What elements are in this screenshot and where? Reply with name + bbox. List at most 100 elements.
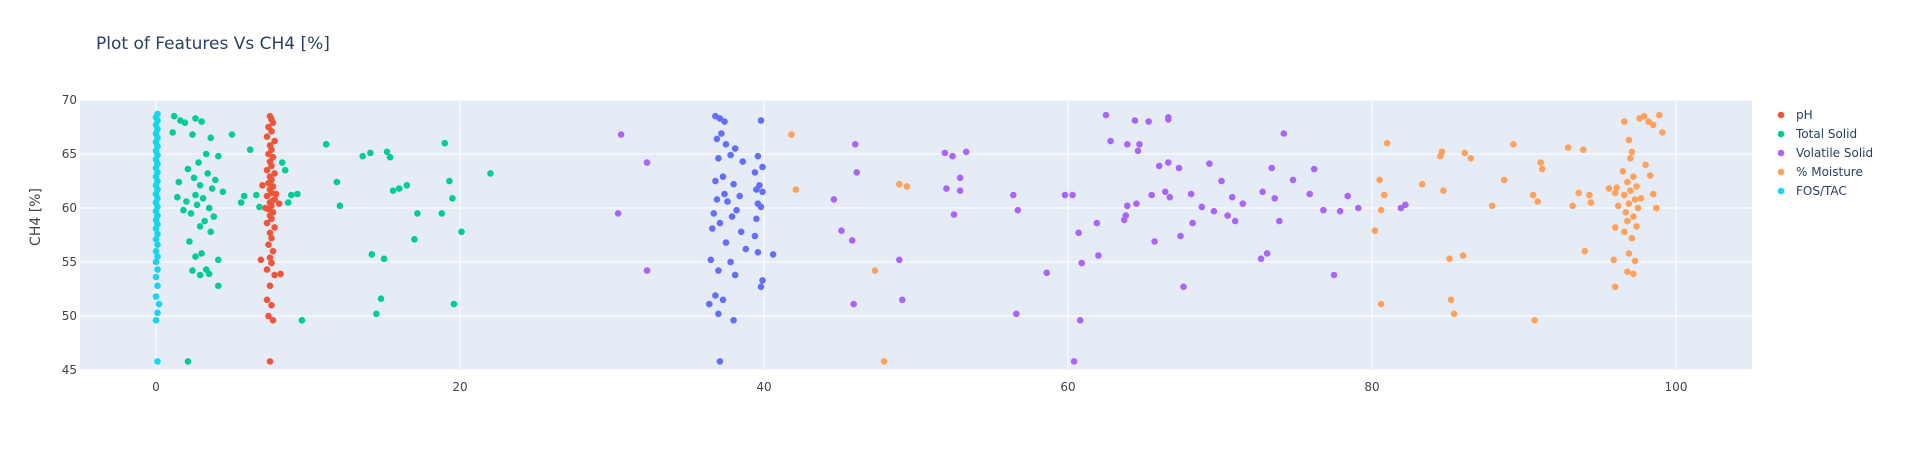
data-point[interactable] xyxy=(196,271,204,279)
data-point[interactable] xyxy=(941,149,949,157)
data-point[interactable] xyxy=(1534,198,1541,205)
data-point[interactable] xyxy=(757,117,765,124)
data-point[interactable] xyxy=(193,201,201,209)
data-point[interactable] xyxy=(263,266,271,273)
legend-item[interactable]: pH xyxy=(1777,108,1813,122)
data-point[interactable] xyxy=(707,256,715,264)
data-point[interactable] xyxy=(155,300,163,308)
data-point[interactable] xyxy=(449,195,456,202)
data-point[interactable] xyxy=(614,210,622,217)
data-point[interactable] xyxy=(736,192,743,200)
data-point[interactable] xyxy=(1510,141,1517,148)
data-point[interactable] xyxy=(1581,247,1589,255)
data-point[interactable] xyxy=(617,131,625,138)
data-point[interactable] xyxy=(383,148,391,156)
data-point[interactable] xyxy=(240,192,248,200)
data-point[interactable] xyxy=(1306,190,1313,198)
data-point[interactable] xyxy=(189,131,196,138)
data-point[interactable] xyxy=(1102,111,1110,119)
data-point[interactable] xyxy=(154,282,161,290)
data-point[interactable] xyxy=(1198,203,1206,211)
data-point[interactable] xyxy=(152,273,160,281)
data-point[interactable] xyxy=(1447,296,1455,304)
data-point[interactable] xyxy=(1069,191,1076,199)
data-point[interactable] xyxy=(199,195,207,202)
data-point[interactable] xyxy=(759,188,766,196)
data-point[interactable] xyxy=(1631,257,1639,265)
data-point[interactable] xyxy=(742,245,750,253)
data-point[interactable] xyxy=(271,170,278,177)
data-point[interactable] xyxy=(458,228,465,236)
data-point[interactable] xyxy=(1656,111,1663,119)
data-point[interactable] xyxy=(754,249,762,256)
data-point[interactable] xyxy=(713,135,721,143)
data-point[interactable] xyxy=(169,129,176,136)
data-point[interactable] xyxy=(205,270,213,278)
data-point[interactable] xyxy=(154,358,161,365)
data-point[interactable] xyxy=(1631,196,1639,203)
data-point[interactable] xyxy=(1630,173,1637,180)
data-point[interactable] xyxy=(730,317,737,324)
data-point[interactable] xyxy=(192,191,199,199)
data-point[interactable] xyxy=(728,213,736,220)
data-point[interactable] xyxy=(903,183,911,190)
data-point[interactable] xyxy=(715,267,722,274)
data-point[interactable] xyxy=(269,247,277,255)
data-point[interactable] xyxy=(1120,216,1128,224)
data-point[interactable] xyxy=(1320,206,1327,214)
data-point[interactable] xyxy=(733,206,740,214)
data-point[interactable] xyxy=(201,217,208,225)
data-point[interactable] xyxy=(721,118,728,125)
data-point[interactable] xyxy=(268,215,275,223)
data-point[interactable] xyxy=(215,256,222,264)
data-point[interactable] xyxy=(1624,178,1631,186)
data-point[interactable] xyxy=(1014,206,1022,214)
data-point[interactable] xyxy=(152,225,160,232)
data-point[interactable] xyxy=(265,241,272,248)
data-point[interactable] xyxy=(850,300,857,308)
data-point[interactable] xyxy=(753,186,760,193)
data-point[interactable] xyxy=(1165,114,1172,121)
data-point[interactable] xyxy=(284,199,292,206)
data-point[interactable] xyxy=(395,185,403,192)
data-point[interactable] xyxy=(719,173,727,180)
data-point[interactable] xyxy=(721,190,728,198)
data-point[interactable] xyxy=(257,256,265,264)
data-point[interactable] xyxy=(1175,164,1183,172)
data-point[interactable] xyxy=(333,178,341,186)
data-point[interactable] xyxy=(1628,234,1636,242)
data-point[interactable] xyxy=(1177,232,1184,240)
data-point[interactable] xyxy=(722,239,730,246)
data-point[interactable] xyxy=(450,300,458,308)
data-point[interactable] xyxy=(186,238,193,245)
data-point[interactable] xyxy=(207,228,214,236)
data-point[interactable] xyxy=(152,236,160,243)
data-point[interactable] xyxy=(1580,146,1587,153)
data-point[interactable] xyxy=(1165,159,1172,166)
data-point[interactable] xyxy=(1271,195,1278,202)
data-point[interactable] xyxy=(1151,238,1158,245)
data-point[interactable] xyxy=(389,187,397,194)
data-point[interactable] xyxy=(154,266,161,273)
data-point[interactable] xyxy=(1537,159,1544,166)
data-point[interactable] xyxy=(880,358,888,365)
data-point[interactable] xyxy=(715,155,722,162)
data-point[interactable] xyxy=(1145,118,1152,125)
data-point[interactable] xyxy=(871,267,879,274)
data-point[interactable] xyxy=(1605,185,1613,192)
data-point[interactable] xyxy=(154,241,161,248)
data-point[interactable] xyxy=(706,300,713,308)
data-point[interactable] xyxy=(170,112,178,120)
data-point[interactable] xyxy=(1587,199,1595,206)
data-point[interactable] xyxy=(715,310,722,318)
data-point[interactable] xyxy=(1076,317,1084,324)
legend-item[interactable]: FOS/TAC xyxy=(1777,184,1847,198)
data-point[interactable] xyxy=(281,166,289,174)
data-point[interactable] xyxy=(1649,121,1657,129)
data-point[interactable] xyxy=(266,229,274,237)
data-point[interactable] xyxy=(1371,227,1379,234)
data-point[interactable] xyxy=(192,115,199,122)
data-point[interactable] xyxy=(259,182,266,189)
data-point[interactable] xyxy=(731,271,739,279)
data-point[interactable] xyxy=(1529,191,1537,199)
